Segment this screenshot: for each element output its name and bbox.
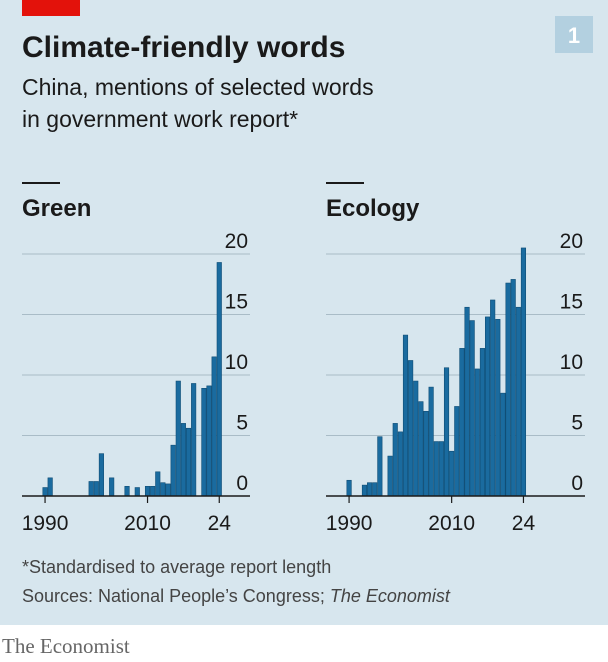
brand: The Economist — [2, 634, 130, 658]
source-text: Sources: National People’s Congress; — [22, 586, 330, 606]
bar — [185, 427, 192, 497]
y-tick-label: 15 — [225, 291, 248, 314]
x-tick-label: 24 — [512, 512, 536, 535]
y-tick-label: 15 — [560, 291, 583, 314]
bar — [510, 279, 516, 497]
bar — [367, 482, 373, 497]
y-tick-label: 10 — [560, 351, 583, 374]
bar — [469, 320, 475, 497]
footnote: *Standardised to average report length — [22, 557, 331, 577]
bar — [155, 471, 161, 497]
y-tick-label: 5 — [571, 412, 583, 435]
bar — [346, 479, 352, 497]
bar — [402, 334, 409, 497]
bar — [515, 306, 521, 497]
bar — [474, 368, 480, 497]
x-tick-label: 1990 — [22, 512, 69, 535]
bar — [160, 482, 166, 497]
bar — [392, 423, 398, 497]
x-tick-label: 24 — [208, 512, 232, 535]
panel-rule — [22, 182, 60, 184]
bar — [423, 410, 429, 497]
bar — [180, 423, 186, 497]
bar — [505, 282, 511, 497]
bar — [170, 444, 176, 497]
bar — [361, 484, 368, 497]
bar — [454, 406, 460, 497]
bar — [433, 441, 439, 497]
red-tab — [22, 0, 80, 16]
bar — [211, 356, 217, 497]
bar — [459, 348, 465, 497]
bar — [387, 455, 393, 497]
bar — [490, 299, 496, 497]
x-tick-label: 1990 — [326, 512, 373, 535]
source-italic: The Economist — [330, 586, 451, 606]
source: Sources: National People’s Congress; The… — [22, 586, 451, 606]
bar — [93, 481, 99, 497]
bar — [408, 360, 414, 497]
bar — [484, 316, 491, 497]
bar — [42, 487, 48, 497]
bar — [150, 486, 156, 497]
bar — [124, 486, 130, 497]
bar — [418, 401, 424, 497]
bar — [144, 486, 151, 497]
bar — [134, 487, 140, 497]
bar — [377, 436, 383, 497]
bar — [206, 385, 212, 497]
y-tick-label: 0 — [571, 472, 583, 495]
bar — [443, 367, 450, 497]
bar — [500, 392, 506, 497]
y-tick-label: 10 — [225, 351, 248, 374]
bar — [165, 483, 171, 497]
bar — [47, 477, 53, 497]
bar — [428, 386, 434, 497]
bar — [495, 319, 501, 497]
y-tick-label: 0 — [236, 472, 248, 495]
chart-title: Climate-friendly words — [22, 31, 345, 64]
badge: 1 — [568, 23, 580, 48]
bar — [438, 441, 444, 497]
x-tick-label: 2010 — [124, 512, 171, 535]
bar — [397, 431, 403, 497]
bar — [413, 380, 419, 497]
bar — [175, 380, 181, 497]
panel-title: Ecology — [326, 195, 420, 222]
panel-title: Green — [22, 195, 91, 222]
y-tick-label: 20 — [560, 230, 583, 253]
bar — [201, 388, 207, 497]
bar — [520, 247, 527, 497]
brand-strip — [0, 625, 608, 662]
bar — [479, 348, 485, 497]
bar — [98, 453, 104, 497]
panel-rule — [326, 182, 364, 184]
bar — [216, 262, 222, 497]
bar — [464, 306, 470, 497]
bar — [449, 450, 455, 497]
bar — [191, 383, 197, 497]
subtitle: China, mentions of selected words — [22, 74, 374, 100]
subtitle: in government work report* — [22, 106, 298, 132]
bar — [372, 482, 378, 497]
y-tick-label: 5 — [236, 412, 248, 435]
bar — [88, 481, 94, 497]
badge-box — [555, 16, 593, 53]
x-tick-label: 2010 — [428, 512, 475, 535]
bar — [109, 477, 115, 497]
y-tick-label: 20 — [225, 230, 248, 253]
